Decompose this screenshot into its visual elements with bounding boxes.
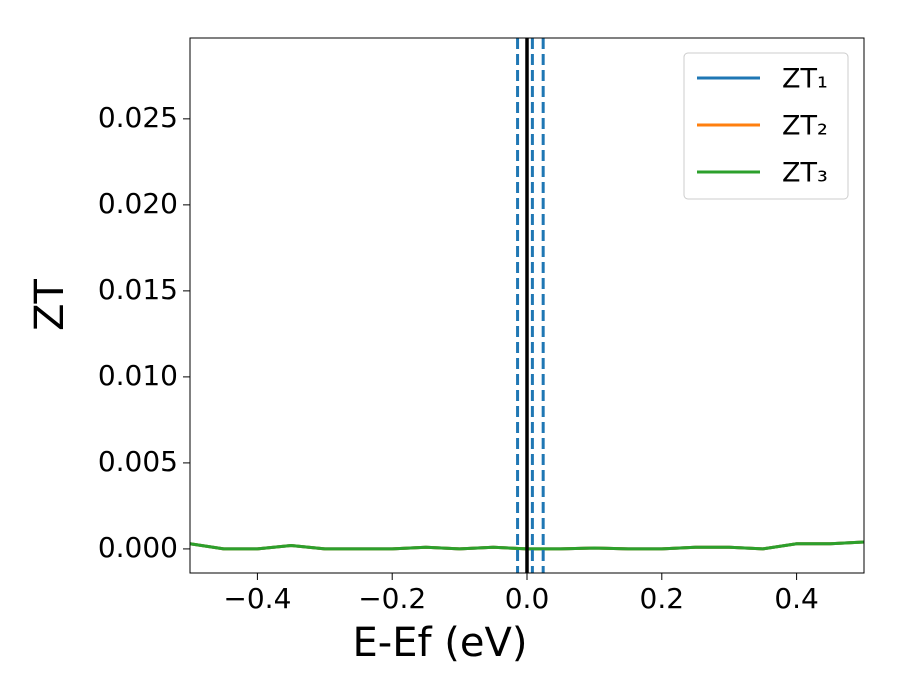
x-tick-label: 0.0 xyxy=(505,582,550,615)
y-tick-label: 0.000 xyxy=(98,531,178,564)
legend-label: ZT₃ xyxy=(782,158,828,189)
y-tick-label: 0.005 xyxy=(98,445,178,478)
x-tick-label: −0.2 xyxy=(358,582,426,615)
x-tick-label: 0.4 xyxy=(774,582,819,615)
x-tick-label: 0.2 xyxy=(640,582,685,615)
legend-label: ZT₂ xyxy=(782,111,828,142)
legend-box xyxy=(683,52,849,200)
x-axis-label: E-Ef (eV) xyxy=(353,620,528,666)
axes-frame xyxy=(189,37,865,574)
legend-label: ZT₁ xyxy=(782,64,828,95)
y-tick-label: 0.015 xyxy=(98,273,178,306)
y-tick-label: 0.025 xyxy=(98,101,178,134)
y-tick-label: 0.010 xyxy=(98,359,178,392)
x-tick-label: −0.4 xyxy=(223,582,291,615)
y-axis-label: ZT xyxy=(27,279,73,331)
y-tick-label: 0.020 xyxy=(98,187,178,220)
